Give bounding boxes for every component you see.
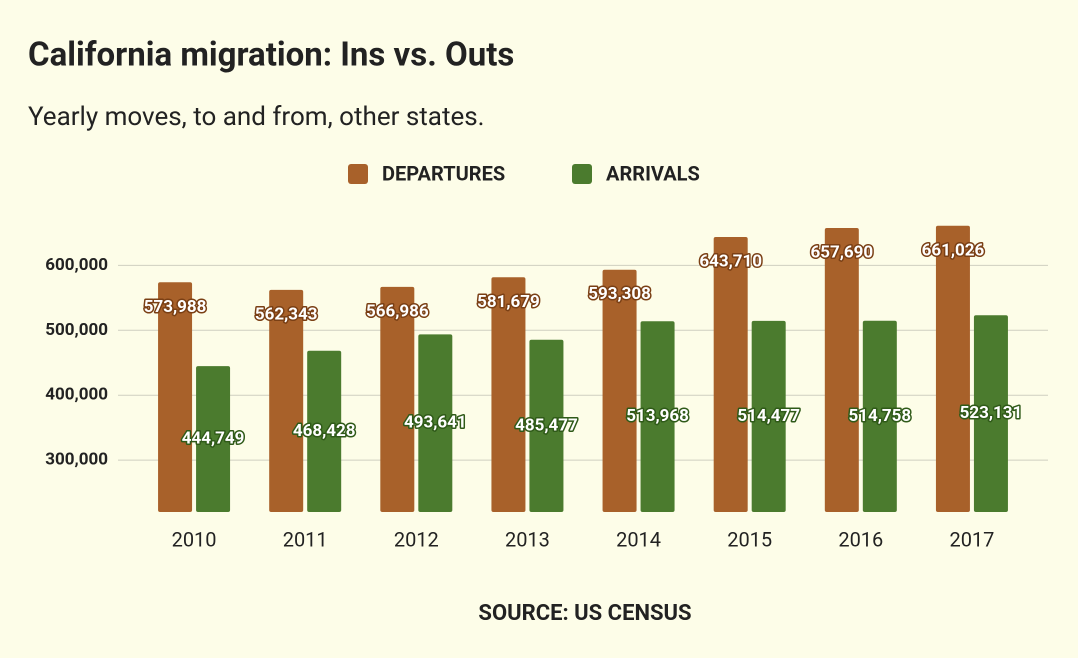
bar: [973, 315, 1008, 512]
value-label: 593,308: [588, 284, 651, 304]
legend-swatch: [572, 164, 592, 184]
bar: [158, 282, 193, 512]
value-label: 562,343: [255, 304, 318, 324]
value-label: 573,988: [144, 297, 207, 317]
chart-subtitle: Yearly moves, to and from, other states.: [28, 102, 485, 132]
x-tick-label: 2010: [172, 527, 217, 551]
bar: [862, 320, 897, 512]
x-tick-label: 2017: [949, 527, 994, 551]
value-label: 513,968: [626, 406, 689, 426]
bar: [713, 237, 748, 513]
x-tick-label: 2015: [727, 527, 772, 551]
value-label: 493,641: [404, 413, 467, 433]
bar: [491, 277, 526, 512]
value-label: 566,986: [366, 301, 429, 321]
legend-label: ARRIVALS: [606, 161, 700, 185]
value-label: 514,477: [737, 406, 800, 426]
bar: [529, 339, 564, 512]
bar: [418, 334, 453, 512]
x-tick-label: 2013: [505, 527, 550, 551]
value-label: 657,690: [810, 242, 873, 262]
source: SOURCE: US CENSUS: [478, 601, 691, 626]
y-tick-label: 600,000: [45, 255, 108, 275]
value-label: 514,758: [848, 406, 911, 426]
legend-swatch: [348, 164, 368, 184]
bar: [824, 227, 859, 512]
x-tick-label: 2016: [838, 527, 883, 551]
bar: [196, 366, 231, 512]
value-label: 485,477: [515, 415, 578, 435]
bar: [935, 225, 970, 512]
bar: [269, 289, 304, 512]
x-tick-label: 2012: [394, 527, 439, 551]
legend-label: DEPARTURES: [382, 161, 505, 185]
bar: [380, 286, 415, 512]
y-tick-label: 400,000: [45, 385, 108, 405]
y-tick-label: 500,000: [45, 320, 108, 340]
bar: [307, 350, 342, 512]
value-label: 643,710: [699, 252, 762, 272]
value-label: 468,428: [293, 421, 356, 441]
x-tick-label: 2014: [616, 527, 661, 551]
value-label: 444,749: [182, 429, 245, 449]
value-label: 523,131: [960, 403, 1023, 423]
bar: [602, 269, 637, 512]
value-label: 661,026: [922, 240, 985, 260]
chart-title: California migration: Ins vs. Outs: [28, 36, 514, 75]
x-tick-label: 2011: [283, 527, 328, 551]
value-label: 581,679: [477, 292, 540, 312]
bar: [751, 320, 786, 512]
y-tick-label: 300,000: [45, 450, 108, 470]
bar: [640, 321, 675, 512]
